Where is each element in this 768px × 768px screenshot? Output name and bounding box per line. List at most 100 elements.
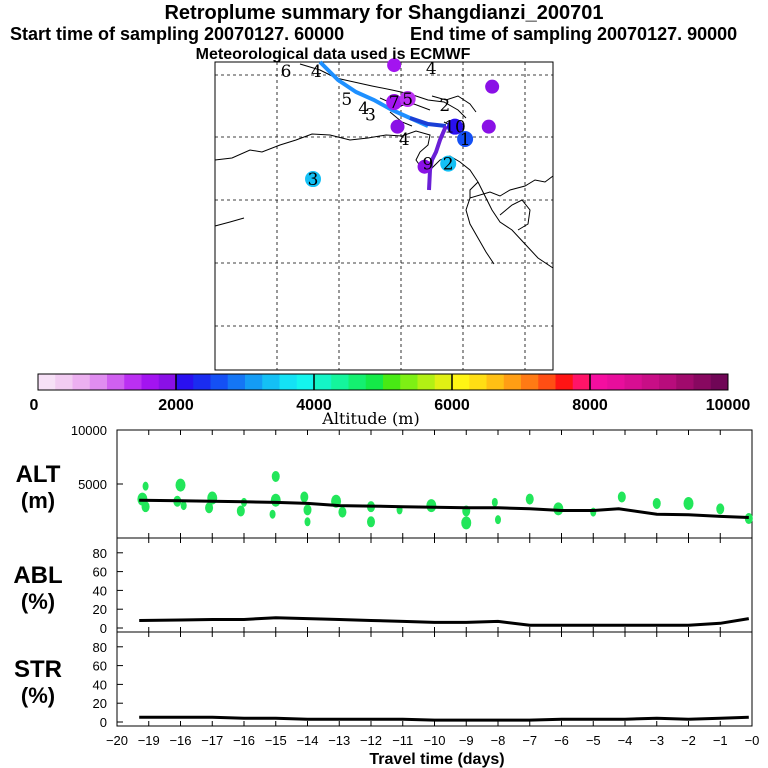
panel-abl: 0 20 40 60 80 ABL(%)	[13, 537, 753, 636]
map-number-marker-10	[446, 118, 463, 135]
colorbar-swatch-31	[572, 374, 591, 390]
scatter-point-16	[426, 499, 437, 513]
panel-unit-str: (%)	[21, 683, 55, 708]
colorbar-swatch-5	[124, 374, 142, 390]
panel-frame-str	[116, 631, 753, 727]
scatter-point-3	[180, 501, 187, 511]
map-number-label-13: 3	[308, 170, 319, 190]
panel-frame-alt	[116, 429, 753, 539]
x-tick-label-14: −6	[554, 733, 569, 748]
map-number-marker-13	[305, 171, 322, 188]
x-tick-label-18: −2	[681, 733, 696, 748]
colorbar-swatch-15	[296, 374, 315, 390]
map-number-label-0: 6	[281, 62, 292, 82]
colorbar-swatch-35	[641, 374, 660, 390]
colorbar-swatch-34	[624, 374, 643, 390]
altitude-colorbar: 0 2000 4000 6000 8000 10000 Altitude (m)	[30, 373, 751, 428]
colorbar-swatch-33	[607, 374, 625, 390]
colorbar-axis-label: Altitude (m)	[321, 409, 419, 428]
panel-str: 0 20 40 60 80 STR(%)	[14, 631, 753, 730]
panel-unit-alt: (m)	[21, 488, 55, 513]
colorbar-swatch-18	[348, 374, 367, 390]
colorbar-swatch-6	[141, 374, 160, 390]
scatter-point-9	[269, 509, 276, 519]
x-tick-label-4: −16	[233, 733, 255, 748]
colorbar-swatch-23	[434, 374, 453, 390]
map-number-label-2: 5	[341, 90, 352, 110]
colorbar-swatch-25	[469, 374, 487, 390]
scatter-point-25	[716, 503, 725, 515]
x-axis-title: Travel time (days)	[369, 751, 504, 768]
map-number-label-5: 7	[389, 93, 400, 113]
map-dot-0	[485, 79, 500, 94]
colorbar-swatch-28	[521, 374, 539, 390]
map-number-marker-11	[457, 131, 474, 147]
y-tick-label-abl-0: 0	[100, 621, 107, 636]
x-tick-label-20: −0	[745, 733, 760, 748]
y-tick-label-abl-4: 80	[93, 546, 107, 561]
colorbar-swatch-38	[693, 374, 712, 390]
map-number-marker-12	[440, 155, 457, 172]
colorbar-swatch-3	[89, 374, 108, 390]
figure-title: Retroplume summary for Shangdianzi_20070…	[164, 2, 604, 24]
met-data-label: Meteorological data used is ECMWF	[195, 46, 471, 63]
y-tick-label-str-2: 40	[93, 677, 107, 692]
colorbar-swatch-14	[279, 374, 298, 390]
x-tick-label-10: −10	[423, 733, 445, 748]
y-tick-label-alt-0: 5000	[78, 477, 107, 492]
start-time-label: Start time of sampling 20070127. 60000	[10, 24, 345, 44]
x-tick-label-8: −12	[360, 733, 382, 748]
colorbar-swatch-10	[210, 374, 229, 390]
colorbar-swatch-0	[38, 374, 56, 390]
x-tick-label-3: −17	[201, 733, 223, 748]
colorbar-swatch-7	[158, 374, 177, 390]
map-number-label-7: 2	[439, 96, 450, 116]
colorbar-swatch-17	[331, 374, 349, 390]
map-number-label-9: 4	[399, 130, 410, 150]
map-number-marker-6	[399, 90, 416, 107]
colorbar-swatch-39	[710, 374, 729, 390]
colorbar-swatch-36	[659, 374, 677, 390]
colorbar-swatch-1	[55, 374, 73, 390]
scatter-point-31	[367, 516, 375, 528]
y-tick-label-abl-1: 20	[93, 602, 107, 617]
x-tick-label-9: −11	[392, 733, 413, 748]
colorbar-swatch-20	[383, 374, 401, 390]
x-tick-label-13: −7	[522, 733, 537, 748]
colorbar-tick-label-1: 2000	[158, 397, 194, 414]
colorbar-swatch-12	[245, 374, 263, 390]
scatter-point-26	[744, 513, 753, 525]
map-number-label-11: 1	[460, 130, 471, 150]
scatter-point-5	[205, 502, 214, 514]
x-tick-label-15: −5	[586, 733, 601, 748]
colorbar-swatch-22	[417, 374, 436, 390]
map-dot-2	[390, 119, 405, 134]
colorbar-tick-label-5: 10000	[706, 397, 751, 414]
x-tick-label-17: −3	[649, 733, 664, 748]
map-number-label-8: 4	[426, 59, 437, 79]
panel-frame-abl	[116, 537, 753, 633]
scatter-point-1	[141, 501, 150, 513]
scatter-point-22	[617, 491, 626, 503]
map-number-label-14: 9	[423, 155, 434, 175]
colorbar-swatch-29	[538, 374, 556, 390]
colorbar-swatch-27	[503, 374, 522, 390]
colorbar-tick-label-4: 8000	[572, 397, 608, 414]
y-tick-label-alt-1: 10000	[71, 423, 107, 438]
panel-alt: 5000 10000 ALT(m)	[16, 423, 753, 539]
x-tick-label-0: −20	[106, 733, 128, 748]
map-gridlines	[215, 62, 553, 370]
timeseries-panels: 500010000ALT(m)020406080ABL(%)020406080S…	[13, 423, 759, 768]
trajectory-segment-late	[427, 125, 448, 191]
colorbar-swatch-16	[314, 374, 332, 390]
scatter-point-33	[495, 515, 501, 525]
end-time-label: End time of sampling 20070127. 90000	[410, 24, 738, 44]
x-tick-label-1: −19	[138, 733, 160, 748]
colorbar-swatch-9	[193, 374, 211, 390]
panel-label-alt: ALT	[16, 461, 61, 488]
scatter-point-29	[271, 470, 280, 482]
map-number-label-4: 3	[365, 105, 376, 125]
map-number-label-12: 2	[443, 155, 454, 175]
colorbar-swatch-24	[452, 374, 470, 390]
y-tick-label-str-3: 60	[93, 659, 107, 674]
